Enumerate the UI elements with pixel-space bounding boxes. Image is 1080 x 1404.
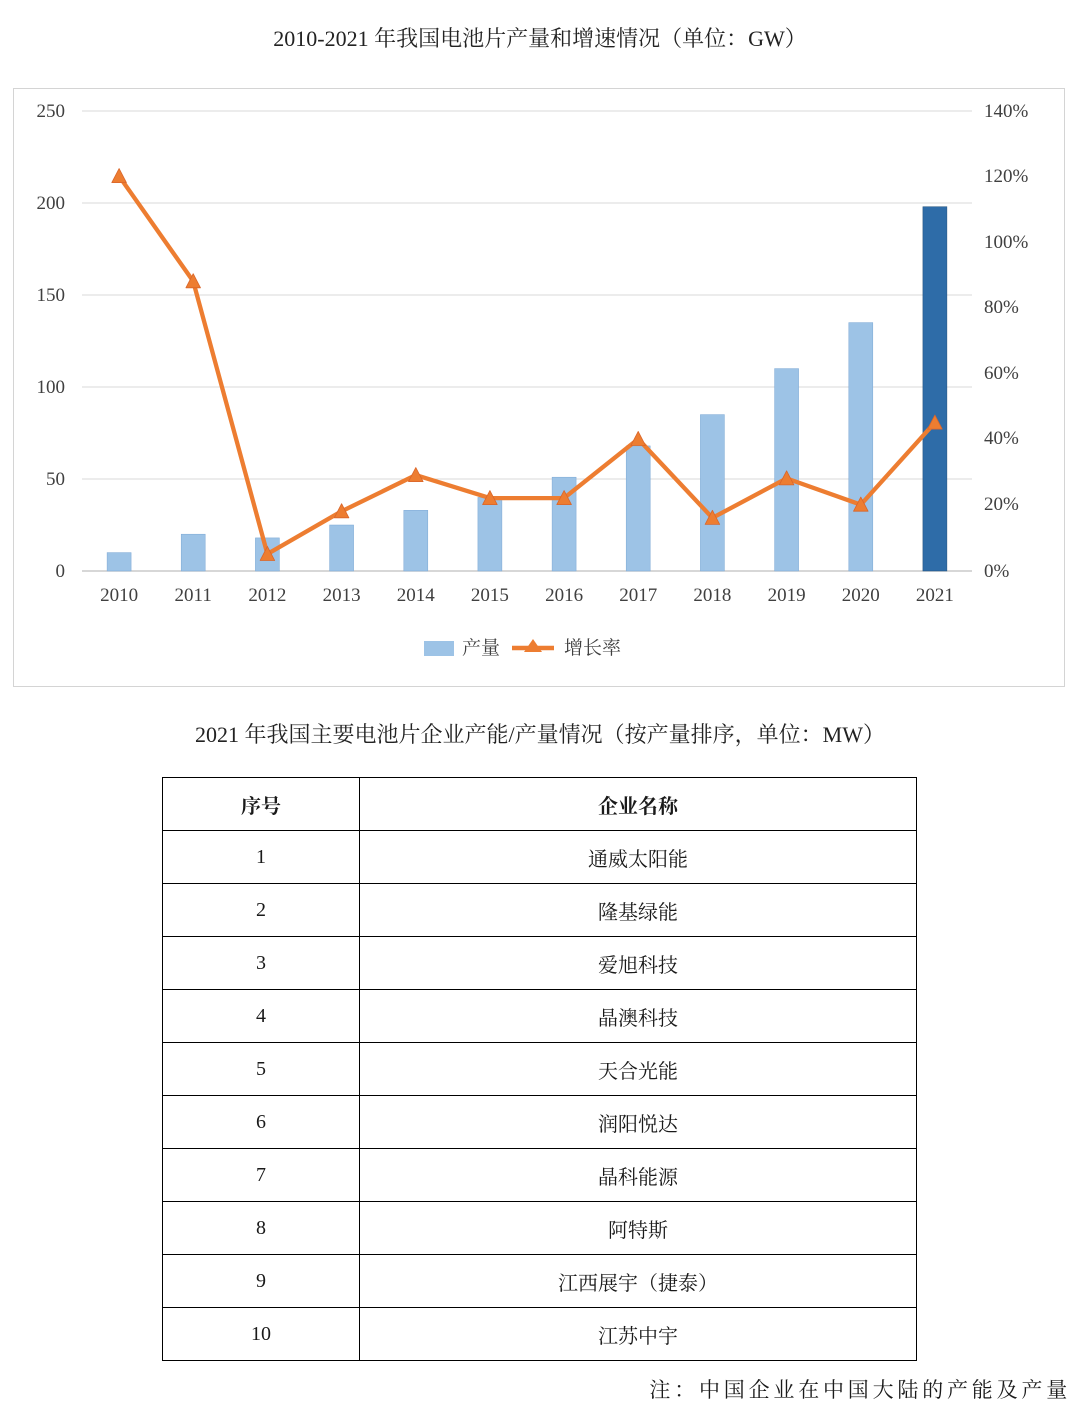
- svg-text:2017: 2017: [619, 585, 657, 606]
- svg-text:增长率: 增长率: [564, 637, 621, 659]
- svg-text:产量: 产量: [462, 637, 500, 659]
- svg-text:2016: 2016: [545, 585, 583, 606]
- svg-text:250: 250: [37, 101, 66, 122]
- svg-text:40%: 40%: [984, 428, 1019, 449]
- svg-text:80%: 80%: [984, 297, 1019, 318]
- svg-text:2018: 2018: [693, 585, 731, 606]
- svg-text:20%: 20%: [984, 494, 1019, 515]
- svg-text:50: 50: [46, 469, 65, 490]
- svg-text:2014: 2014: [397, 585, 436, 606]
- svg-text:200: 200: [37, 193, 66, 214]
- svg-text:2013: 2013: [323, 585, 361, 606]
- svg-text:100: 100: [37, 377, 66, 398]
- svg-text:60%: 60%: [984, 363, 1019, 384]
- svg-text:2019: 2019: [768, 585, 806, 606]
- svg-text:2021: 2021: [916, 585, 954, 606]
- svg-text:2012: 2012: [248, 585, 286, 606]
- svg-text:150: 150: [37, 285, 66, 306]
- svg-text:0: 0: [56, 561, 66, 582]
- svg-text:2020: 2020: [842, 585, 880, 606]
- svg-text:120%: 120%: [984, 166, 1029, 187]
- svg-text:0%: 0%: [984, 561, 1010, 582]
- svg-text:140%: 140%: [984, 101, 1029, 122]
- svg-text:2010: 2010: [100, 585, 138, 606]
- svg-text:2011: 2011: [175, 585, 212, 606]
- svg-text:2015: 2015: [471, 585, 509, 606]
- svg-text:100%: 100%: [984, 232, 1029, 253]
